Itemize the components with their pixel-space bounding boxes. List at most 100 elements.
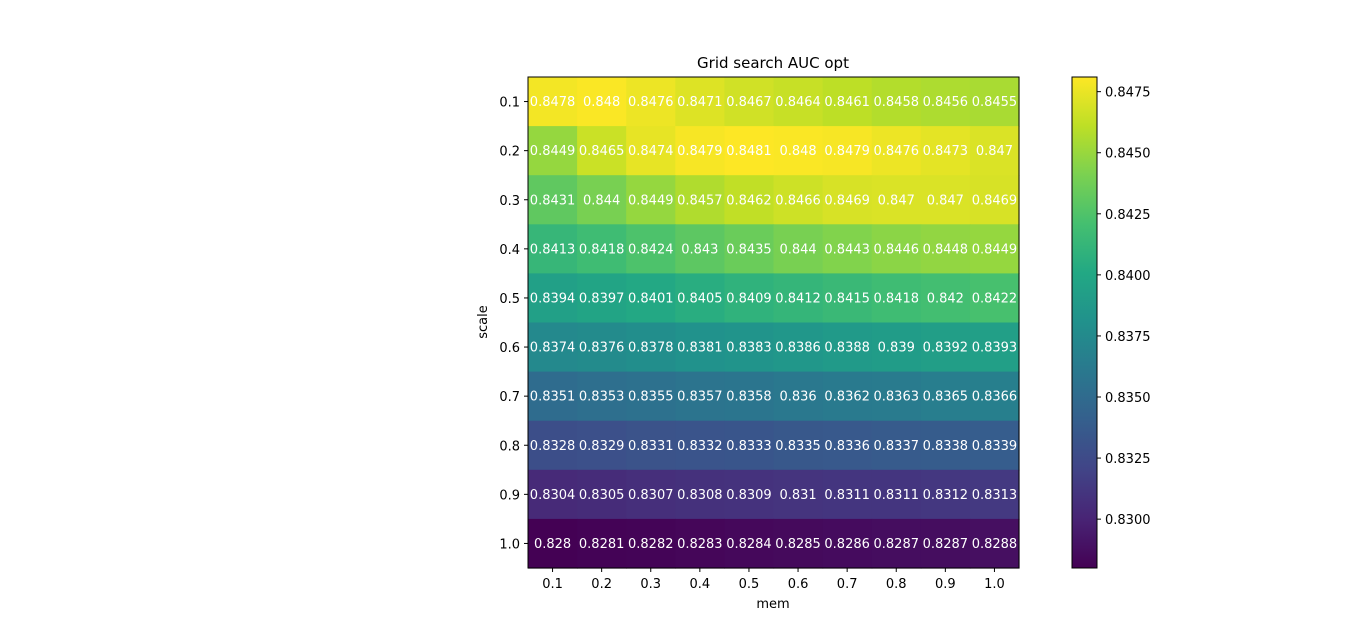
heatmap-cell bbox=[528, 469, 578, 520]
heatmap-cell bbox=[871, 469, 922, 520]
heatmap-cell bbox=[871, 420, 922, 471]
heatmap-cell bbox=[969, 126, 1020, 176]
heatmap-cell bbox=[724, 420, 775, 471]
heatmap-cell bbox=[577, 273, 627, 324]
cell-value-label: 0.8465 bbox=[579, 144, 625, 159]
colorbar-tick-label: 0.8300 bbox=[1105, 513, 1151, 528]
heatmap-cell bbox=[528, 224, 578, 274]
heatmap-cell bbox=[969, 420, 1020, 471]
cell-value-label: 0.836 bbox=[779, 390, 816, 405]
cell-value-label: 0.8366 bbox=[972, 390, 1018, 405]
x-tick-label: 0.9 bbox=[935, 577, 956, 592]
heatmap-cell bbox=[871, 126, 922, 176]
x-tick-label: 0.1 bbox=[542, 577, 563, 592]
cell-value-label: 0.8476 bbox=[874, 144, 920, 159]
cell-value-label: 0.8481 bbox=[726, 144, 772, 159]
heatmap-cell bbox=[675, 175, 725, 225]
cell-value-label: 0.8376 bbox=[579, 341, 625, 356]
cell-value-label: 0.8393 bbox=[972, 341, 1018, 356]
heatmap-cell bbox=[626, 224, 676, 274]
cell-value-label: 0.8288 bbox=[972, 537, 1018, 552]
cell-value-label: 0.8308 bbox=[677, 488, 723, 503]
x-tick-label: 1.0 bbox=[984, 577, 1005, 592]
y-tick-label: 0.8 bbox=[499, 439, 520, 454]
cell-value-label: 0.8405 bbox=[677, 291, 723, 306]
cell-value-label: 0.8413 bbox=[530, 242, 576, 257]
cell-value-label: 0.8448 bbox=[923, 242, 969, 257]
heatmap-cell bbox=[871, 224, 922, 274]
heatmap-cell bbox=[528, 420, 578, 471]
cell-value-label: 0.8281 bbox=[579, 537, 625, 552]
cell-value-label: 0.8479 bbox=[677, 144, 723, 159]
cell-value-label: 0.831 bbox=[779, 488, 816, 503]
x-axis-ticks: 0.1 0.2 0.3 0.4 0.5 0.6 0.7 0.8 0.9 1.0 bbox=[542, 568, 1005, 592]
cell-value-label: 0.8388 bbox=[824, 341, 870, 356]
heatmap-cell bbox=[577, 420, 627, 471]
heatmap-cell bbox=[626, 175, 676, 225]
y-tick-label: 0.3 bbox=[499, 194, 520, 209]
heatmap-cell bbox=[822, 175, 873, 225]
heatmap-cell bbox=[920, 77, 971, 127]
cell-value-label: 0.8435 bbox=[726, 242, 772, 257]
cell-value-label: 0.8469 bbox=[824, 193, 870, 208]
chart-title: Grid search AUC opt bbox=[697, 54, 849, 72]
cell-value-label: 0.8362 bbox=[824, 390, 870, 405]
heatmap-cell bbox=[528, 322, 578, 373]
heatmap-cell bbox=[969, 518, 1020, 569]
cell-value-label: 0.8456 bbox=[923, 95, 969, 110]
heatmap-cell bbox=[822, 518, 873, 569]
heatmap-cell bbox=[969, 322, 1020, 373]
heatmap-cell bbox=[528, 371, 578, 422]
x-tick-label: 0.5 bbox=[739, 577, 760, 592]
cell-value-label: 0.8336 bbox=[824, 439, 870, 454]
heatmap-cell bbox=[920, 126, 971, 176]
y-tick-label: 1.0 bbox=[499, 537, 520, 552]
cell-value-label: 0.842 bbox=[927, 291, 964, 306]
cell-value-label: 0.8394 bbox=[530, 291, 576, 306]
heatmap-cell bbox=[920, 518, 971, 569]
cell-value-label: 0.8469 bbox=[972, 193, 1018, 208]
heatmap-cell bbox=[969, 224, 1020, 274]
heatmap-cell bbox=[675, 224, 725, 274]
heatmap-cell bbox=[626, 518, 676, 569]
colorbar-tick-label: 0.8350 bbox=[1105, 391, 1151, 406]
cell-value-label: 0.8332 bbox=[677, 439, 723, 454]
cell-value-label: 0.844 bbox=[779, 242, 816, 257]
heatmap-cell bbox=[773, 224, 824, 274]
cell-value-label: 0.8285 bbox=[775, 537, 821, 552]
cell-value-label: 0.8311 bbox=[874, 488, 920, 503]
cell-value-label: 0.8287 bbox=[874, 537, 920, 552]
cell-value-label: 0.8412 bbox=[775, 291, 821, 306]
heatmap-cell bbox=[969, 469, 1020, 520]
cell-value-label: 0.848 bbox=[779, 144, 816, 159]
cell-value-label: 0.8365 bbox=[923, 390, 969, 405]
x-tick-label: 0.8 bbox=[886, 577, 907, 592]
cell-value-label: 0.8418 bbox=[579, 242, 625, 257]
heatmap-cell bbox=[626, 469, 676, 520]
cell-value-label: 0.8424 bbox=[628, 242, 674, 257]
cell-value-label: 0.8464 bbox=[775, 95, 821, 110]
y-tick-label: 0.2 bbox=[499, 145, 520, 160]
cell-value-label: 0.8353 bbox=[579, 390, 625, 405]
heatmap-cell bbox=[626, 126, 676, 176]
cell-value-label: 0.8462 bbox=[726, 193, 772, 208]
heatmap-cell bbox=[920, 273, 971, 324]
heatmap-cell bbox=[969, 273, 1020, 324]
cell-value-label: 0.8476 bbox=[628, 95, 674, 110]
heatmap-cell bbox=[920, 175, 971, 225]
cell-value-label: 0.828 bbox=[534, 537, 571, 552]
heatmap-cell bbox=[871, 322, 922, 373]
cell-value-label: 0.8333 bbox=[726, 439, 772, 454]
cell-value-label: 0.8466 bbox=[775, 193, 821, 208]
heatmap-cell bbox=[871, 175, 922, 225]
heatmap-cell bbox=[822, 371, 873, 422]
x-tick-label: 0.2 bbox=[591, 577, 612, 592]
heatmap-cell bbox=[675, 420, 725, 471]
colorbar-tick-label: 0.8425 bbox=[1105, 208, 1151, 223]
cell-value-label: 0.8474 bbox=[628, 144, 674, 159]
cell-value-label: 0.848 bbox=[583, 95, 620, 110]
heatmap-cell bbox=[920, 371, 971, 422]
cell-value-label: 0.8457 bbox=[677, 193, 723, 208]
heatmap-cell bbox=[822, 420, 873, 471]
heatmap-cell bbox=[822, 224, 873, 274]
